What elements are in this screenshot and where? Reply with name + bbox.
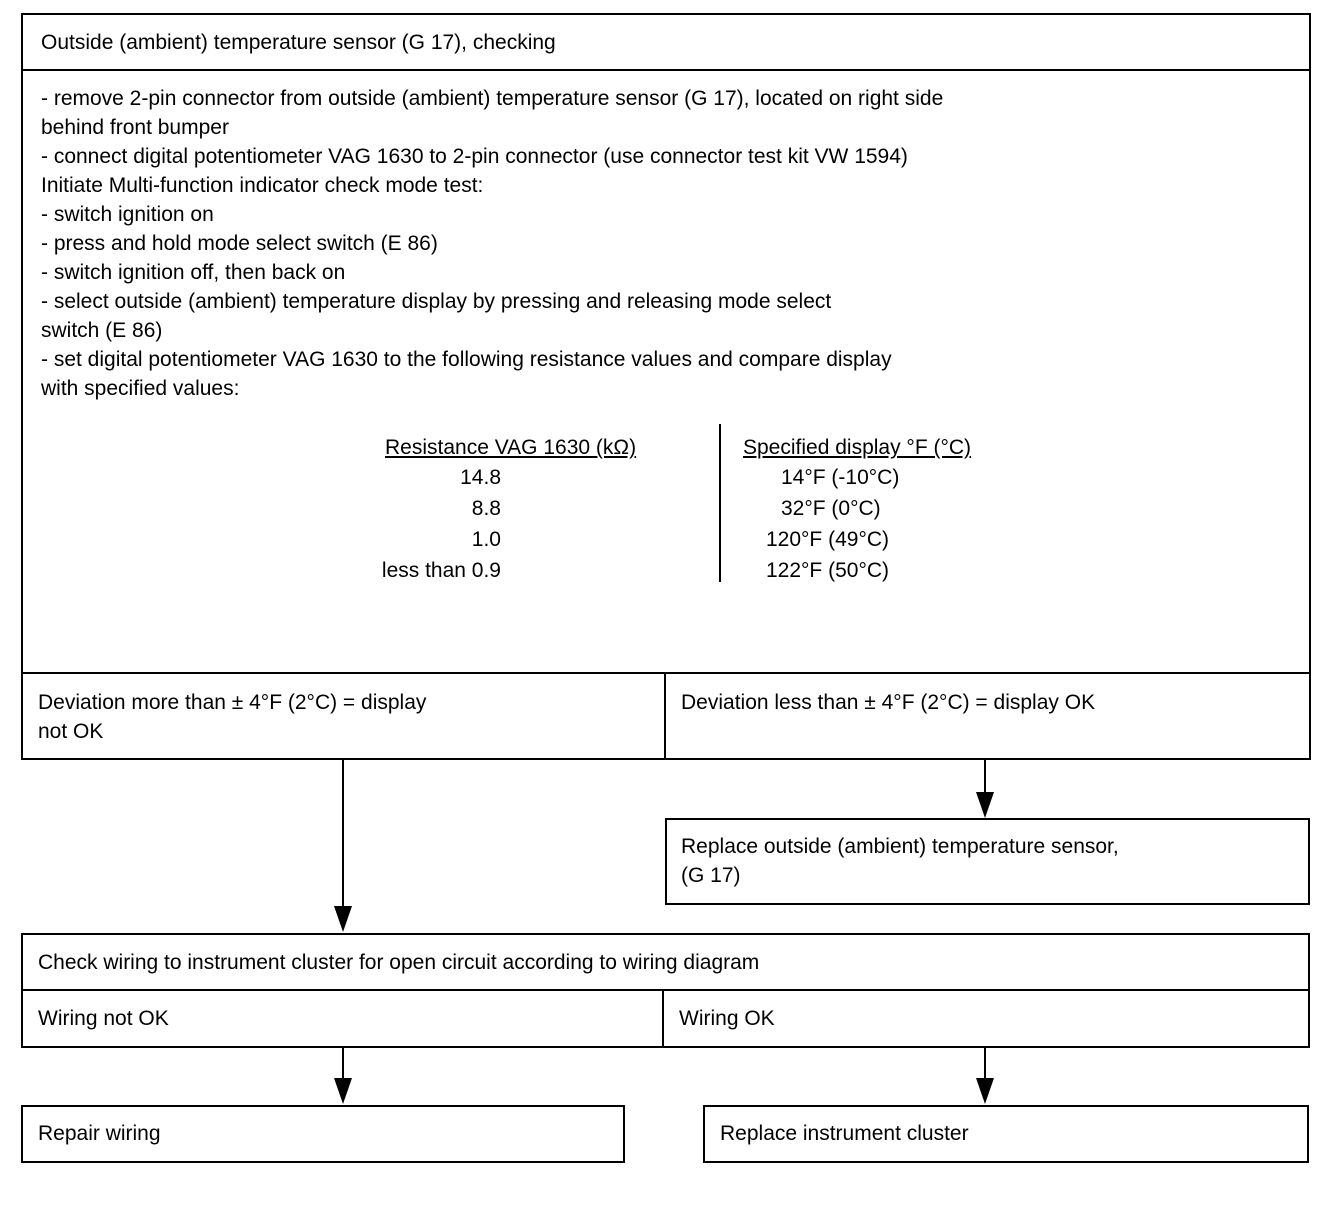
check-wiring-divider	[21, 989, 1310, 991]
connector-line	[984, 1047, 986, 1080]
check-wiring-title: Check wiring to instrument cluster for o…	[38, 951, 760, 974]
table-cell-display: 32°F (0°C)	[781, 497, 881, 520]
instruction-line: switch (E 86)	[41, 319, 163, 342]
arrow-down-icon	[976, 792, 994, 818]
instruction-line: - press and hold mode select switch (E 8…	[41, 232, 438, 255]
instruction-line: Initiate Multi-function indicator check …	[41, 174, 484, 197]
main-title: Outside (ambient) temperature sensor (G …	[41, 31, 556, 54]
arrow-down-icon	[976, 1078, 994, 1104]
connector-line	[342, 759, 344, 909]
wiring-ok-text: Wiring OK	[679, 1007, 775, 1030]
table-cell-resistance: 8.8	[471, 497, 501, 520]
arrow-down-icon	[334, 1078, 352, 1104]
wiring-not-ok-text: Wiring not OK	[38, 1007, 169, 1030]
instruction-line: behind front bumper	[41, 116, 229, 139]
table-cell-display: 120°F (49°C)	[766, 528, 890, 551]
deviation-not-ok-text: Deviation more than ± 4°F (2°C) = displa…	[38, 691, 427, 714]
connector-line	[984, 759, 986, 794]
deviation-not-ok-text: not OK	[38, 720, 104, 743]
deviation-row	[21, 672, 1311, 760]
repair-wiring-box	[21, 1105, 625, 1163]
arrow-down-icon	[334, 906, 352, 932]
replace-sensor-text: (G 17)	[681, 864, 741, 887]
instruction-line: - set digital potentiometer VAG 1630 to …	[41, 348, 892, 371]
instruction-line: - remove 2-pin connector from outside (a…	[41, 87, 944, 110]
table-header-resistance: Resistance VAG 1630 (kΩ)	[385, 436, 637, 459]
replace-sensor-text: Replace outside (ambient) temperature se…	[681, 835, 1119, 858]
connector-line	[342, 1047, 344, 1080]
instruction-line: with specified values:	[41, 377, 240, 400]
table-cell-display: 14°F (-10°C)	[781, 466, 900, 489]
instruction-line: - connect digital potentiometer VAG 1630…	[41, 145, 908, 168]
table-header-display: Specified display °F (°C)	[743, 436, 972, 459]
table-cell-resistance: less than 0.9	[381, 559, 501, 582]
replace-cluster-box	[703, 1105, 1309, 1163]
table-cell-resistance: 1.0	[471, 528, 501, 551]
table-cell-display: 122°F (50°C)	[766, 559, 890, 582]
deviation-divider	[664, 672, 666, 760]
table-column-divider	[719, 424, 721, 582]
main-check-box	[21, 13, 1311, 674]
deviation-ok-text: Deviation less than ± 4°F (2°C) = displa…	[681, 691, 1096, 714]
instruction-line: - switch ignition off, then back on	[41, 261, 346, 284]
wiring-result-divider	[662, 989, 664, 1048]
table-cell-resistance: 14.8	[460, 466, 501, 489]
repair-wiring-text: Repair wiring	[38, 1122, 161, 1145]
instruction-line: - select outside (ambient) temperature d…	[41, 290, 832, 313]
replace-cluster-text: Replace instrument cluster	[720, 1122, 969, 1145]
title-divider	[21, 69, 1311, 71]
instruction-line: - switch ignition on	[41, 203, 214, 226]
replace-sensor-box	[665, 818, 1310, 905]
